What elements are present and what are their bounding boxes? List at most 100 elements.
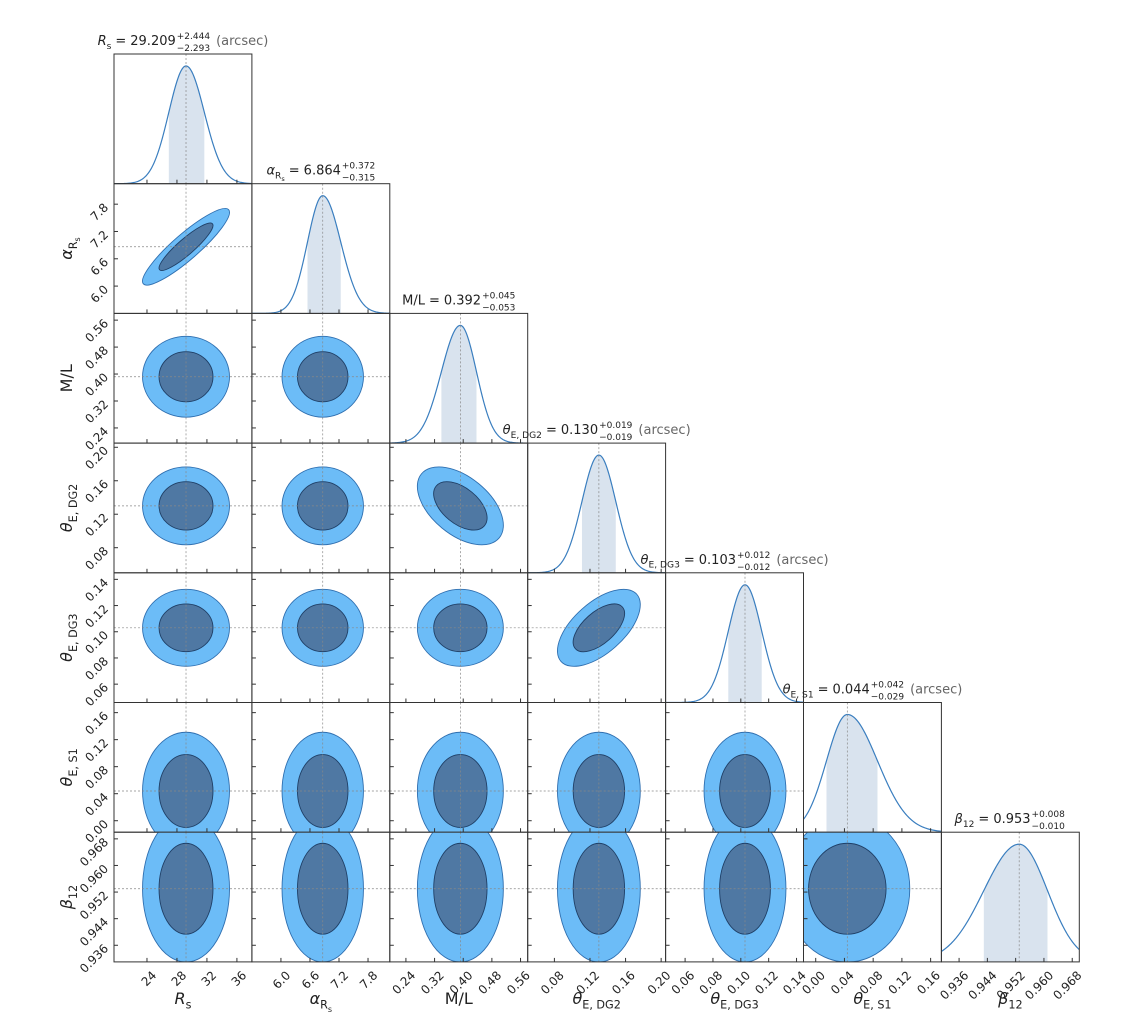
panel	[389, 443, 528, 573]
err-minus: −0.019	[599, 433, 633, 443]
panel	[389, 313, 528, 444]
symbol: θ	[57, 652, 76, 662]
y-tick-label: 0.944	[77, 915, 111, 949]
median-label: 0.044	[833, 683, 870, 698]
y-tick-label: 0.56	[82, 316, 111, 345]
median-label: 0.953	[993, 812, 1030, 827]
parameter-title: Rs = 29.209+2.444 −2.293 (arcsec)	[98, 32, 269, 54]
panel	[251, 183, 390, 314]
panel	[527, 832, 666, 962]
contour-68	[433, 481, 488, 531]
symbol: θ	[783, 683, 791, 698]
x-tick-label: 0.32	[418, 968, 447, 997]
subscript: s	[186, 999, 192, 1012]
x-tick-label: 0.936	[937, 968, 971, 1002]
err-plus: +0.008	[1032, 810, 1066, 820]
err-minus: −0.029	[871, 693, 905, 703]
x-tick-label: 32	[199, 968, 220, 989]
y-tick-label: 6.0	[88, 282, 111, 305]
parameter-title: β12 = 0.953+0.008 −0.010	[954, 810, 1066, 832]
panel	[389, 702, 528, 833]
err-minus: −2.293	[177, 44, 210, 54]
subscript: E, DG3	[720, 999, 759, 1012]
y-tick-label: 0.32	[82, 397, 111, 426]
credible-interval	[581, 455, 616, 573]
x-axis-label: θE, DG3	[710, 989, 758, 1012]
posterior-curve	[803, 713, 942, 832]
panel	[251, 443, 390, 573]
y-tick-label: 0.960	[77, 862, 111, 896]
x-tick-label: 0.960	[1022, 968, 1056, 1002]
panel	[665, 702, 804, 833]
symbol: α	[266, 164, 275, 179]
x-tick-label: 7.2	[328, 968, 351, 991]
y-tick-label: 0.08	[82, 654, 111, 683]
err-plus: +0.045	[482, 291, 515, 301]
posterior-curve	[114, 65, 252, 184]
equals: =	[429, 293, 440, 308]
err-plus: +0.372	[342, 162, 375, 172]
posterior-curve	[389, 324, 528, 444]
x-tick-label: 0.12	[752, 968, 781, 997]
unit: (arcsec)	[216, 34, 268, 49]
panel	[527, 443, 666, 573]
y-axis-label: θE, DG2	[57, 484, 80, 532]
subscript: E, S1	[67, 748, 80, 776]
subscript: E, S1	[791, 690, 814, 700]
y-tick-label: 0.04	[82, 790, 111, 819]
err-plus: +2.444	[177, 32, 211, 42]
y-tick-label: 0.06	[82, 680, 111, 709]
x-tick-label: 0.968	[1050, 968, 1084, 1002]
posterior-curve	[251, 195, 390, 314]
y-tick-label: 0.08	[82, 763, 111, 792]
panel	[389, 832, 528, 962]
subscript: 12	[963, 820, 975, 830]
y-tick-label: 6.6	[88, 255, 111, 278]
subscript: E, DG2	[582, 999, 621, 1012]
y-tick-label: 0.16	[82, 477, 111, 506]
y-tick-label: 0.40	[82, 370, 111, 399]
symbol: α	[310, 989, 321, 1008]
panel	[251, 313, 390, 444]
panel	[114, 54, 252, 184]
y-tick-label: 7.8	[88, 200, 111, 223]
subscript: 12	[67, 885, 80, 899]
subscript: E, DG2	[511, 431, 542, 441]
unit: (arcsec)	[776, 553, 828, 568]
y-axis-label: θE, DG3	[57, 613, 80, 661]
symbol: M/L	[402, 293, 426, 308]
equals: =	[115, 34, 126, 49]
symbol: M/L	[57, 364, 76, 392]
panel	[527, 702, 666, 833]
equals: =	[684, 553, 695, 568]
symbol: β	[997, 989, 1008, 1008]
panel	[114, 183, 252, 314]
x-axis-label: θE, DG2	[572, 989, 620, 1012]
symbol: θ	[572, 989, 582, 1008]
y-tick-label: 0.16	[82, 709, 111, 738]
panel	[941, 832, 1080, 962]
err-minus: −0.010	[1032, 822, 1066, 832]
unit: (arcsec)	[910, 683, 962, 698]
x-tick-label: 7.8	[357, 968, 380, 991]
x-axis-label: β12	[997, 989, 1022, 1012]
y-tick-label: 0.12	[82, 510, 111, 539]
panel	[114, 313, 252, 444]
x-axis-label: M/L	[445, 989, 473, 1008]
equals: =	[818, 683, 829, 698]
panel	[251, 832, 390, 962]
subscript: s	[107, 42, 112, 52]
parameter-title: θE, DG3 = 0.103+0.012 −0.012 (arcsec)	[641, 551, 829, 573]
median-label: 29.209	[130, 34, 176, 49]
x-tick-label: 0.00	[799, 968, 828, 997]
subscript: s	[328, 1005, 332, 1014]
x-tick-label: 0.48	[475, 968, 504, 997]
credible-interval	[826, 714, 878, 833]
panel	[251, 572, 390, 703]
symbol: θ	[853, 989, 863, 1008]
panel	[114, 832, 252, 962]
y-tick-label: 0.936	[77, 941, 111, 975]
symbol: R	[98, 34, 107, 49]
credible-interval	[728, 584, 762, 703]
median-label: 6.864	[304, 164, 341, 179]
